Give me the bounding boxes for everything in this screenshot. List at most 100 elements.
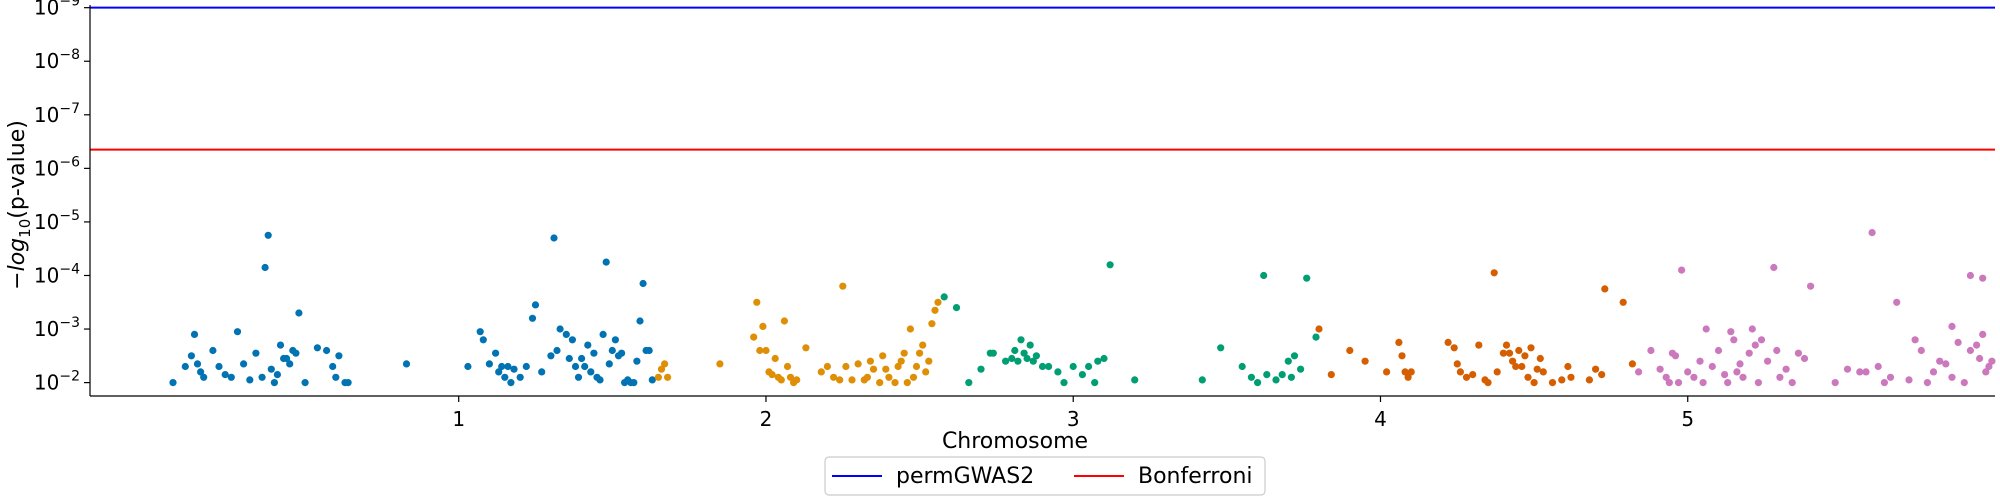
- data-point-chr1: [485, 360, 493, 368]
- data-point-chr1: [528, 314, 537, 322]
- data-point-chr4: [1450, 344, 1458, 352]
- data-point-chr3: [1008, 354, 1016, 363]
- data-point-chr4: [1592, 365, 1600, 373]
- data-point-chr1: [464, 362, 472, 371]
- data-point-chr2: [934, 298, 942, 306]
- data-point-chr4: [1401, 368, 1409, 376]
- data-point-chr1: [648, 376, 656, 384]
- data-point-chr4: [1515, 346, 1523, 355]
- data-point-chr1: [605, 360, 613, 368]
- data-point-chr5: [1776, 373, 1784, 381]
- data-point-chr3: [1017, 336, 1025, 344]
- data-point-chr2: [879, 352, 887, 360]
- data-point-chr1: [492, 349, 500, 357]
- data-point-chr3: [1260, 271, 1268, 280]
- data-point-chr1: [639, 279, 647, 288]
- data-point-chr5: [1678, 266, 1686, 274]
- data-point-chr3: [1238, 362, 1246, 371]
- data-point-chr1: [181, 362, 189, 371]
- data-point-chr3: [965, 379, 973, 387]
- data-point-chr4: [1395, 338, 1403, 346]
- legend-box: [824, 456, 1266, 496]
- data-point-chr4: [1539, 368, 1547, 376]
- data-point-chr5: [1748, 325, 1756, 333]
- data-point-chr3: [952, 304, 961, 312]
- data-point-chr5: [1684, 368, 1692, 376]
- data-point-chr2: [891, 379, 899, 387]
- data-point-chr1: [193, 360, 202, 368]
- data-point-chr2: [771, 354, 779, 363]
- data-point-chr5: [1982, 368, 1990, 376]
- data-point-chr2: [756, 346, 764, 355]
- data-point-chr3: [1038, 362, 1047, 371]
- data-point-chr1: [578, 354, 586, 363]
- data-point-chr1: [200, 373, 208, 381]
- data-point-chr3: [1054, 368, 1062, 376]
- data-point-chr2: [793, 376, 801, 384]
- data-point-chr5: [1942, 360, 1950, 368]
- data-point-chr4: [1499, 349, 1507, 357]
- data-point-chr3: [1091, 379, 1099, 387]
- data-point-chr2: [876, 379, 884, 387]
- data-point-chr1: [240, 360, 248, 368]
- data-point-chr1: [402, 360, 411, 368]
- data-point-chr1: [258, 373, 266, 381]
- data-point-chr5: [1807, 282, 1815, 290]
- data-point-chr4: [1585, 376, 1593, 384]
- y-tick-label: 10−3: [34, 315, 80, 341]
- data-point-chr5: [1733, 368, 1741, 376]
- data-point-chr5: [1966, 271, 1974, 280]
- data-point-chr5: [1843, 365, 1852, 373]
- data-point-chr1: [187, 352, 195, 360]
- data-point-chr1: [538, 368, 546, 376]
- y-tick-label: 10−5: [34, 208, 80, 234]
- data-point-chr1: [599, 330, 607, 338]
- data-point-chr3: [1247, 373, 1255, 381]
- data-point-chr3: [1069, 362, 1077, 371]
- data-point-chr5: [1724, 379, 1732, 387]
- data-point-chr2: [925, 357, 933, 365]
- x-tick-label: 5: [1681, 407, 1694, 431]
- y-axis-label: −log10(p-value): [5, 120, 34, 290]
- data-point-chr5: [1948, 373, 1956, 381]
- data-point-chr1: [590, 349, 598, 357]
- y-axis-label-base: 10: [16, 219, 34, 238]
- data-point-chr2: [768, 371, 776, 379]
- data-point-chr3: [1100, 354, 1108, 363]
- data-point-chr1: [190, 330, 199, 338]
- data-point-chr4: [1505, 349, 1514, 357]
- data-point-chr5: [1647, 346, 1655, 355]
- data-point-chr3: [1312, 333, 1320, 341]
- data-point-chr1: [504, 362, 512, 371]
- data-point-chr1: [571, 362, 580, 371]
- data-point-chr4: [1619, 298, 1627, 306]
- data-point-chr5: [1868, 229, 1876, 237]
- data-point-chr5: [1757, 336, 1766, 344]
- data-point-chr3: [1284, 357, 1292, 365]
- y-axis-label-prefix: −: [5, 271, 30, 289]
- data-point-chr1: [645, 346, 653, 355]
- data-point-chr4: [1512, 362, 1520, 371]
- data-point-chr2: [882, 365, 890, 373]
- y-tick-label: 10−2: [34, 369, 80, 395]
- data-point-chr3: [1198, 376, 1206, 384]
- data-point-chr3: [1060, 379, 1068, 387]
- data-point-chr2: [750, 333, 758, 341]
- data-point-chr1: [498, 362, 506, 371]
- data-point-chr3: [977, 365, 985, 373]
- data-point-chr5: [1696, 357, 1704, 365]
- data-point-chr1: [602, 258, 610, 266]
- data-point-chr4: [1462, 373, 1471, 381]
- data-point-chr5: [1794, 349, 1802, 357]
- data-point-chr1: [531, 301, 540, 309]
- data-point-chr5: [1979, 274, 1987, 282]
- data-point-chr1: [476, 328, 484, 336]
- data-point-chr1: [215, 362, 223, 371]
- data-point-chr2: [916, 349, 924, 357]
- data-point-chr1: [565, 354, 573, 363]
- x-tick-label: 3: [1067, 407, 1080, 431]
- data-point-chr2: [759, 322, 767, 330]
- data-point-chr2: [869, 365, 878, 373]
- data-point-chr5: [1736, 360, 1744, 368]
- data-point-chr5: [1862, 368, 1870, 376]
